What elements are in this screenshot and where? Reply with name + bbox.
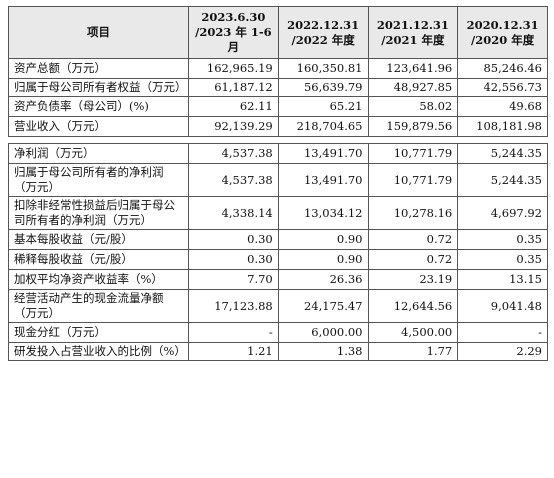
cell-value: 4,537.38 [188, 163, 279, 197]
cell-value: 2.29 [457, 342, 548, 361]
cell-value: 4,537.38 [188, 143, 279, 164]
table-row: 营业收入（万元） 92,139.29 218,704.65 159,879.56… [8, 116, 548, 137]
row-label: 现金分红（万元） [8, 322, 189, 343]
header-period: 2022.12.31/2022 年度 [277, 6, 369, 59]
cell-value: 162,965.19 [188, 58, 279, 79]
cell-value: 0.30 [188, 249, 279, 270]
row-label: 经营活动产生的现金流量净额（万元） [8, 289, 189, 323]
table-header-row: 项目 2023.6.30/2023 年 1-6 月 2022.12.31/202… [8, 6, 548, 59]
row-label: 资产总额（万元） [8, 58, 189, 79]
cell-value: - [188, 322, 279, 343]
table-row: 资产负债率（母公司）(%) 62.11 65.21 58.02 49.68 [8, 96, 548, 117]
cell-value: 58.02 [367, 96, 459, 117]
cell-value: 160,350.81 [277, 58, 369, 79]
cell-value: 10,771.79 [367, 163, 459, 197]
cell-value: 24,175.47 [277, 289, 369, 323]
cell-value: 56,639.79 [277, 78, 369, 97]
cell-value: 61,187.12 [188, 78, 279, 97]
table-row: 研发投入占营业收入的比例（%） 1.21 1.38 1.77 2.29 [8, 342, 548, 361]
cell-value: 13.15 [457, 269, 548, 290]
cell-value: 0.35 [457, 229, 548, 250]
cell-value: 1.21 [188, 342, 279, 361]
table-row: 现金分红（万元） - 6,000.00 4,500.00 - [8, 322, 548, 343]
header-period: 2021.12.31/2021 年度 [367, 6, 459, 59]
cell-value: 5,244.35 [457, 163, 548, 197]
cell-value: 85,246.46 [457, 58, 548, 79]
cell-value: 26.36 [277, 269, 369, 290]
cell-value: 4,500.00 [367, 322, 459, 343]
row-label: 扣除非经常性损益后归属于母公司所有者的净利润（万元） [8, 196, 189, 230]
row-label: 研发投入占营业收入的比例（%） [8, 342, 189, 361]
table-row: 归属于母公司所有者权益（万元） 61,187.12 56,639.79 48,9… [8, 78, 548, 97]
row-label: 归属于母公司所有者的净利润（万元） [8, 163, 189, 197]
row-label: 营业收入（万元） [8, 116, 189, 137]
cell-value: 62.11 [188, 96, 279, 117]
cell-value: 42,556.73 [457, 78, 548, 97]
cell-value: 65.21 [277, 96, 369, 117]
cell-value: 10,771.79 [367, 143, 459, 164]
cell-value: 9,041.48 [457, 289, 548, 323]
cell-value: 0.90 [277, 249, 369, 270]
cell-value: 12,644.56 [367, 289, 459, 323]
cell-value: 123,641.96 [367, 58, 459, 79]
cell-value: 10,278.16 [367, 196, 459, 230]
section-divider [8, 136, 548, 144]
table-row: 稀释每股收益（元/股） 0.30 0.90 0.72 0.35 [8, 249, 548, 270]
cell-value: 13,034.12 [277, 196, 369, 230]
financial-data-table: 项目 2023.6.30/2023 年 1-6 月 2022.12.31/202… [8, 6, 548, 361]
row-label: 净利润（万元） [8, 143, 189, 164]
cell-value: 4,697.92 [457, 196, 548, 230]
cell-value: 1.77 [367, 342, 459, 361]
row-label: 资产负债率（母公司）(%) [8, 96, 189, 117]
table-row: 经营活动产生的现金流量净额（万元） 17,123.88 24,175.47 12… [8, 289, 548, 323]
cell-value: 17,123.88 [188, 289, 279, 323]
cell-value: 92,139.29 [188, 116, 279, 137]
cell-value: 7.70 [188, 269, 279, 290]
header-item: 项目 [8, 6, 189, 59]
financial-table-container: 项目 2023.6.30/2023 年 1-6 月 2022.12.31/202… [8, 6, 548, 361]
cell-value: 13,491.70 [277, 143, 369, 164]
cell-value: 0.30 [188, 229, 279, 250]
cell-value: 1.38 [277, 342, 369, 361]
cell-value: 0.35 [457, 249, 548, 270]
table-row: 加权平均净资产收益率（%） 7.70 26.36 23.19 13.15 [8, 269, 548, 290]
cell-value: 49.68 [457, 96, 548, 117]
cell-value: 23.19 [367, 269, 459, 290]
row-label: 归属于母公司所有者权益（万元） [8, 78, 189, 97]
cell-value: 13,491.70 [277, 163, 369, 197]
table-row: 资产总额（万元） 162,965.19 160,350.81 123,641.9… [8, 58, 548, 79]
header-period: 2023.6.30/2023 年 1-6 月 [188, 6, 279, 59]
table-row: 基本每股收益（元/股） 0.30 0.90 0.72 0.35 [8, 229, 548, 250]
cell-value: 6,000.00 [277, 322, 369, 343]
cell-value: 159,879.56 [367, 116, 459, 137]
row-label: 稀释每股收益（元/股） [8, 249, 189, 270]
cell-value: 218,704.65 [277, 116, 369, 137]
row-label: 基本每股收益（元/股） [8, 229, 189, 250]
row-label: 加权平均净资产收益率（%） [8, 269, 189, 290]
cell-value: 4,338.14 [188, 196, 279, 230]
cell-value: 0.72 [367, 249, 459, 270]
header-period: 2020.12.31/2020 年度 [457, 6, 548, 59]
table-row: 净利润（万元） 4,537.38 13,491.70 10,771.79 5,2… [8, 143, 548, 164]
cell-value: 0.90 [277, 229, 369, 250]
cell-value: 5,244.35 [457, 143, 548, 164]
cell-value: 0.72 [367, 229, 459, 250]
table-row: 扣除非经常性损益后归属于母公司所有者的净利润（万元） 4,338.14 13,0… [8, 196, 548, 230]
cell-value: 108,181.98 [457, 116, 548, 137]
table-row: 归属于母公司所有者的净利润（万元） 4,537.38 13,491.70 10,… [8, 163, 548, 197]
cell-value: 48,927.85 [367, 78, 459, 97]
cell-value: - [457, 322, 548, 343]
